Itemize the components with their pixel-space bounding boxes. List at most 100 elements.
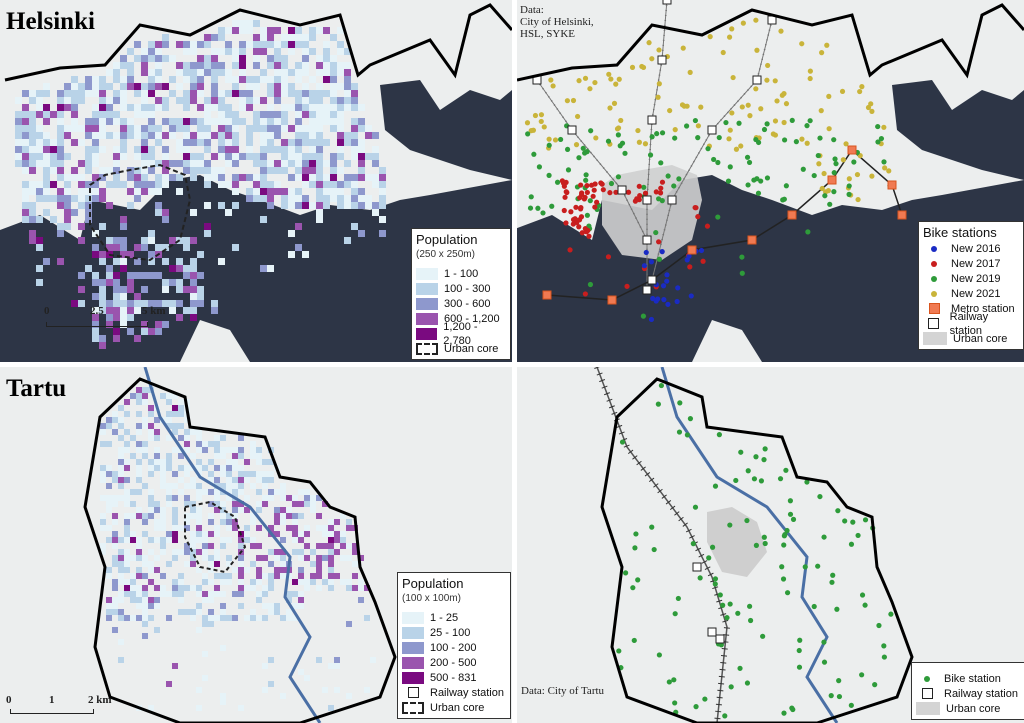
- population-cell: [85, 265, 92, 272]
- population-cell: [232, 174, 239, 181]
- population-cell: [29, 209, 36, 216]
- bike-station-dot: [581, 196, 587, 202]
- population-cell: [120, 90, 127, 97]
- bike-station-dot: [594, 199, 600, 205]
- population-cell: [190, 209, 197, 216]
- population-cell: [202, 537, 208, 543]
- population-cell: [166, 495, 172, 501]
- population-cell: [141, 146, 148, 153]
- tartu-bike-svg: [594, 367, 914, 723]
- bike-station-dot: [590, 193, 596, 199]
- population-cell: [190, 174, 197, 181]
- railway-station-icon: [667, 195, 677, 205]
- population-cell: [120, 265, 127, 272]
- population-cell: [134, 300, 141, 307]
- population-cell: [112, 477, 118, 483]
- population-cell: [246, 146, 253, 153]
- population-cell: [85, 118, 92, 125]
- population-cell: [78, 181, 85, 188]
- population-cell: [372, 132, 379, 139]
- bike-station-dot: [888, 611, 894, 617]
- population-cell: [260, 48, 267, 55]
- bike-station-dot: [762, 540, 768, 547]
- bike-station-dot: [793, 139, 799, 145]
- population-cell: [330, 111, 337, 118]
- population-cell: [178, 399, 184, 405]
- population-cell: [162, 181, 169, 188]
- population-cell: [71, 139, 78, 146]
- population-cell: [142, 573, 148, 579]
- bike-station-dot: [675, 285, 681, 291]
- population-cell: [155, 244, 162, 251]
- urban-core-area: [602, 165, 702, 260]
- bike-station-dot: [690, 541, 696, 547]
- population-cell: [142, 603, 148, 609]
- population-cell: [253, 97, 260, 104]
- population-cell: [183, 97, 190, 104]
- population-cell: [310, 549, 316, 555]
- bike-station-dot: [661, 297, 667, 303]
- population-cell: [344, 69, 351, 76]
- population-cell: [169, 90, 176, 97]
- bike-station-dot: [826, 126, 832, 132]
- population-cell: [268, 525, 274, 531]
- population-cell: [274, 97, 281, 104]
- population-cell: [246, 90, 253, 97]
- bike-station-dot: [827, 201, 833, 207]
- population-cell: [154, 447, 160, 453]
- population-cell: [106, 97, 113, 104]
- population-cell: [298, 537, 304, 543]
- population-cell: [208, 543, 214, 549]
- population-cell: [154, 597, 160, 603]
- population-cell: [127, 307, 134, 314]
- population-cell: [214, 489, 220, 495]
- population-cell: [218, 258, 225, 265]
- population-cell: [298, 597, 304, 603]
- bike-station-dot: [674, 298, 680, 305]
- population-cell: [225, 27, 232, 34]
- population-cell: [204, 174, 211, 181]
- population-cell: [196, 513, 202, 519]
- population-cell: [172, 579, 178, 585]
- bike-station-dot: [546, 142, 552, 148]
- scale-tick: 0: [6, 694, 12, 706]
- population-cell: [292, 501, 298, 507]
- population-cell: [253, 34, 260, 41]
- population-cell: [148, 146, 155, 153]
- population-cell: [238, 483, 244, 489]
- population-cell: [239, 76, 246, 83]
- population-cell: [99, 118, 106, 125]
- population-cell: [316, 153, 323, 160]
- population-cell: [379, 230, 386, 237]
- legend-label: 1,200 - 2,780: [443, 320, 478, 347]
- population-cell: [113, 76, 120, 83]
- population-cell: [323, 55, 330, 62]
- legend-class: 200 - 500: [402, 655, 506, 670]
- population-cell: [316, 495, 322, 501]
- tartu-bike-station-map: Data: City of Tartu Bike station Railway …: [517, 367, 1024, 723]
- population-cell: [169, 279, 176, 286]
- population-cell: [295, 118, 302, 125]
- population-cell: [118, 477, 124, 483]
- population-cell: [183, 62, 190, 69]
- population-cell: [124, 579, 130, 585]
- population-cell: [292, 591, 298, 597]
- map-layer: [594, 367, 914, 723]
- population-cell: [268, 579, 274, 585]
- population-cell: [57, 104, 64, 111]
- bike-station-dot: [574, 113, 581, 120]
- population-cell: [351, 83, 358, 90]
- population-cell: [118, 495, 124, 501]
- population-cell: [71, 76, 78, 83]
- population-cell: [286, 609, 292, 615]
- bike-station-dot: [733, 146, 740, 152]
- population-cell: [78, 97, 85, 104]
- population-cell: [160, 585, 166, 591]
- population-cell: [330, 97, 337, 104]
- bike-station-dot: [760, 633, 766, 639]
- population-cell: [190, 265, 197, 272]
- bike-station-dot: [524, 120, 531, 126]
- population-cell: [113, 279, 120, 286]
- population-cell: [211, 167, 218, 174]
- population-cell: [92, 307, 99, 314]
